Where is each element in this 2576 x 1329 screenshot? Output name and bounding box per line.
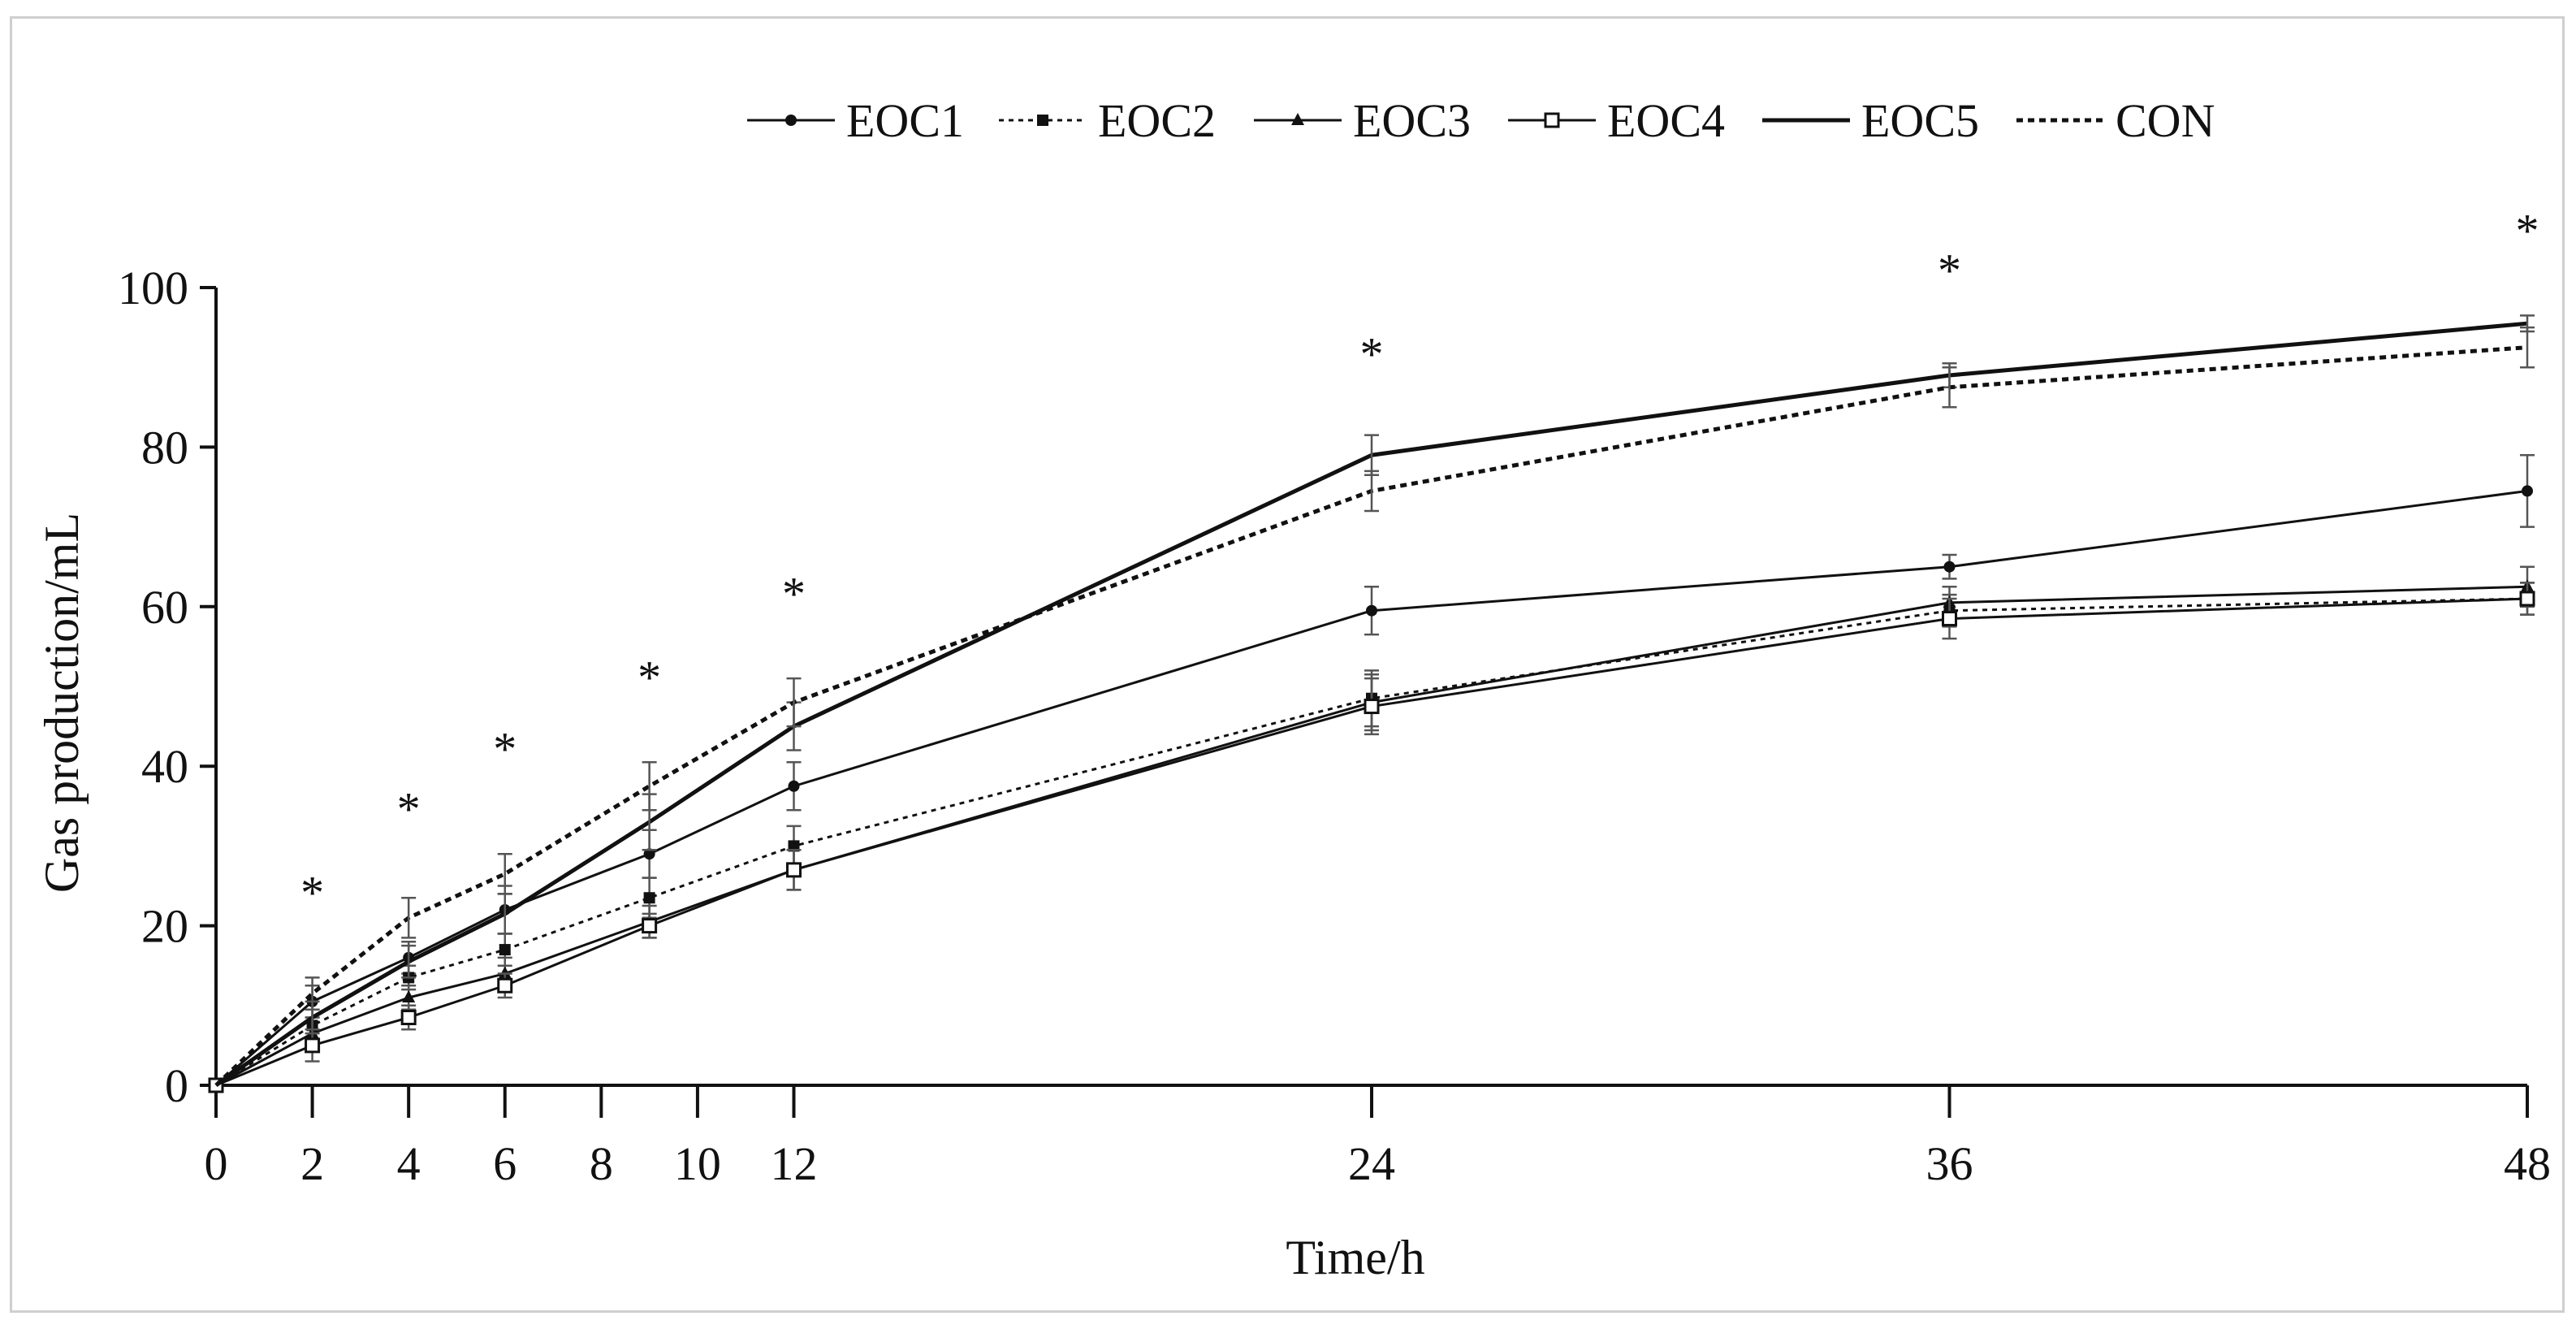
legend-item-eoc2: EOC2 [999, 94, 1216, 147]
x-tick-label: 12 [771, 1137, 818, 1190]
legend-label: EOC3 [1353, 94, 1471, 147]
significance-annotations: * * * * * * * * [300, 204, 2539, 919]
significance-asterisk: * [1938, 245, 1961, 297]
y-tick-label: 100 [118, 262, 188, 314]
series-eoc4-marker [786, 862, 802, 878]
x-axis-label: Time/h [1286, 1231, 1424, 1284]
legend-eoc1-marker [785, 115, 797, 126]
legend-item-eoc5: EOC5 [1762, 94, 1979, 147]
series-eoc3-marker [498, 966, 512, 979]
legend-label: EOC1 [846, 94, 964, 147]
legend-item-eoc4: EOC4 [1508, 94, 1725, 147]
series-line-con [214, 345, 2528, 1087]
legend-eoc2-marker [1037, 115, 1048, 126]
series-line-eoc1 [215, 489, 2528, 1087]
significance-asterisk: * [493, 723, 516, 776]
legend: EOC1 EOC2 EOC3 EOC4 EOC5 CON [747, 94, 2215, 147]
legend-eoc3-marker [1291, 113, 1304, 125]
series-line-eoc3 [215, 585, 2528, 1087]
x-tick-label: 48 [2504, 1137, 2551, 1190]
x-tick-label: 10 [674, 1137, 721, 1190]
series-eoc2-marker [643, 892, 655, 904]
y-tick-label: 80 [141, 421, 188, 474]
series-eoc4-marker [1942, 611, 1957, 627]
x-tick-label: 6 [493, 1137, 516, 1190]
y-tick-label: 0 [165, 1059, 188, 1112]
series-eoc4-marker [1364, 699, 1380, 715]
series-layer [208, 314, 2535, 1093]
series-eoc2-marker [788, 840, 800, 852]
series-eoc4-marker [642, 918, 658, 934]
series-line-eoc2 [215, 597, 2528, 1087]
y-tick-label: 40 [141, 740, 188, 793]
significance-asterisk: * [782, 567, 806, 620]
series-con [214, 326, 2535, 1087]
series-eoc1 [210, 453, 2535, 1091]
x-tick-label: 36 [1926, 1137, 1973, 1190]
series-eoc4-marker [2519, 591, 2535, 607]
series-eoc1-marker [1943, 561, 1956, 573]
legend-label: EOC4 [1607, 94, 1725, 147]
series-eoc3-marker [402, 989, 416, 1002]
significance-asterisk: * [2516, 204, 2539, 257]
series-eoc4-marker [400, 1010, 417, 1026]
legend-label: EOC2 [1098, 94, 1216, 147]
significance-asterisk: * [638, 651, 661, 703]
x-ticks: 0 2 4 6 8 10 12 24 36 48 [205, 1085, 2551, 1190]
series-eoc4-marker [305, 1037, 321, 1054]
x-tick-label: 2 [300, 1137, 324, 1190]
x-tick-label: 4 [397, 1137, 421, 1190]
series-eoc1-marker [1366, 604, 1377, 617]
series-eoc1-marker [788, 780, 800, 792]
significance-asterisk: * [1360, 328, 1384, 381]
y-tick-label: 60 [141, 581, 188, 634]
legend-label: EOC5 [1861, 94, 1979, 147]
chart-frame [10, 16, 2565, 1313]
series-eoc4-marker [497, 977, 513, 994]
significance-asterisk: * [397, 782, 421, 835]
series-eoc4 [208, 582, 2535, 1093]
legend-item-con: CON [2016, 94, 2215, 147]
x-tick-label: 24 [1348, 1137, 1395, 1190]
series-eoc2-marker [499, 944, 511, 956]
legend-item-eoc3: EOC3 [1254, 94, 1471, 147]
y-ticks: 0 20 40 60 80 100 [118, 262, 216, 1112]
series-eoc2 [210, 582, 2535, 1091]
y-tick-label: 20 [141, 900, 188, 953]
legend-item-eoc1: EOC1 [747, 94, 964, 147]
legend-eoc4-marker [1544, 112, 1560, 128]
series-eoc1-marker [643, 848, 655, 860]
legend-label: CON [2116, 94, 2215, 147]
series-eoc1-marker [2522, 485, 2533, 497]
x-tick-label: 8 [590, 1137, 613, 1190]
series-eoc3 [210, 565, 2535, 1090]
x-tick-label: 0 [205, 1137, 228, 1190]
y-axis-label: Gas production/mL [35, 513, 89, 893]
significance-asterisk: * [300, 867, 324, 920]
